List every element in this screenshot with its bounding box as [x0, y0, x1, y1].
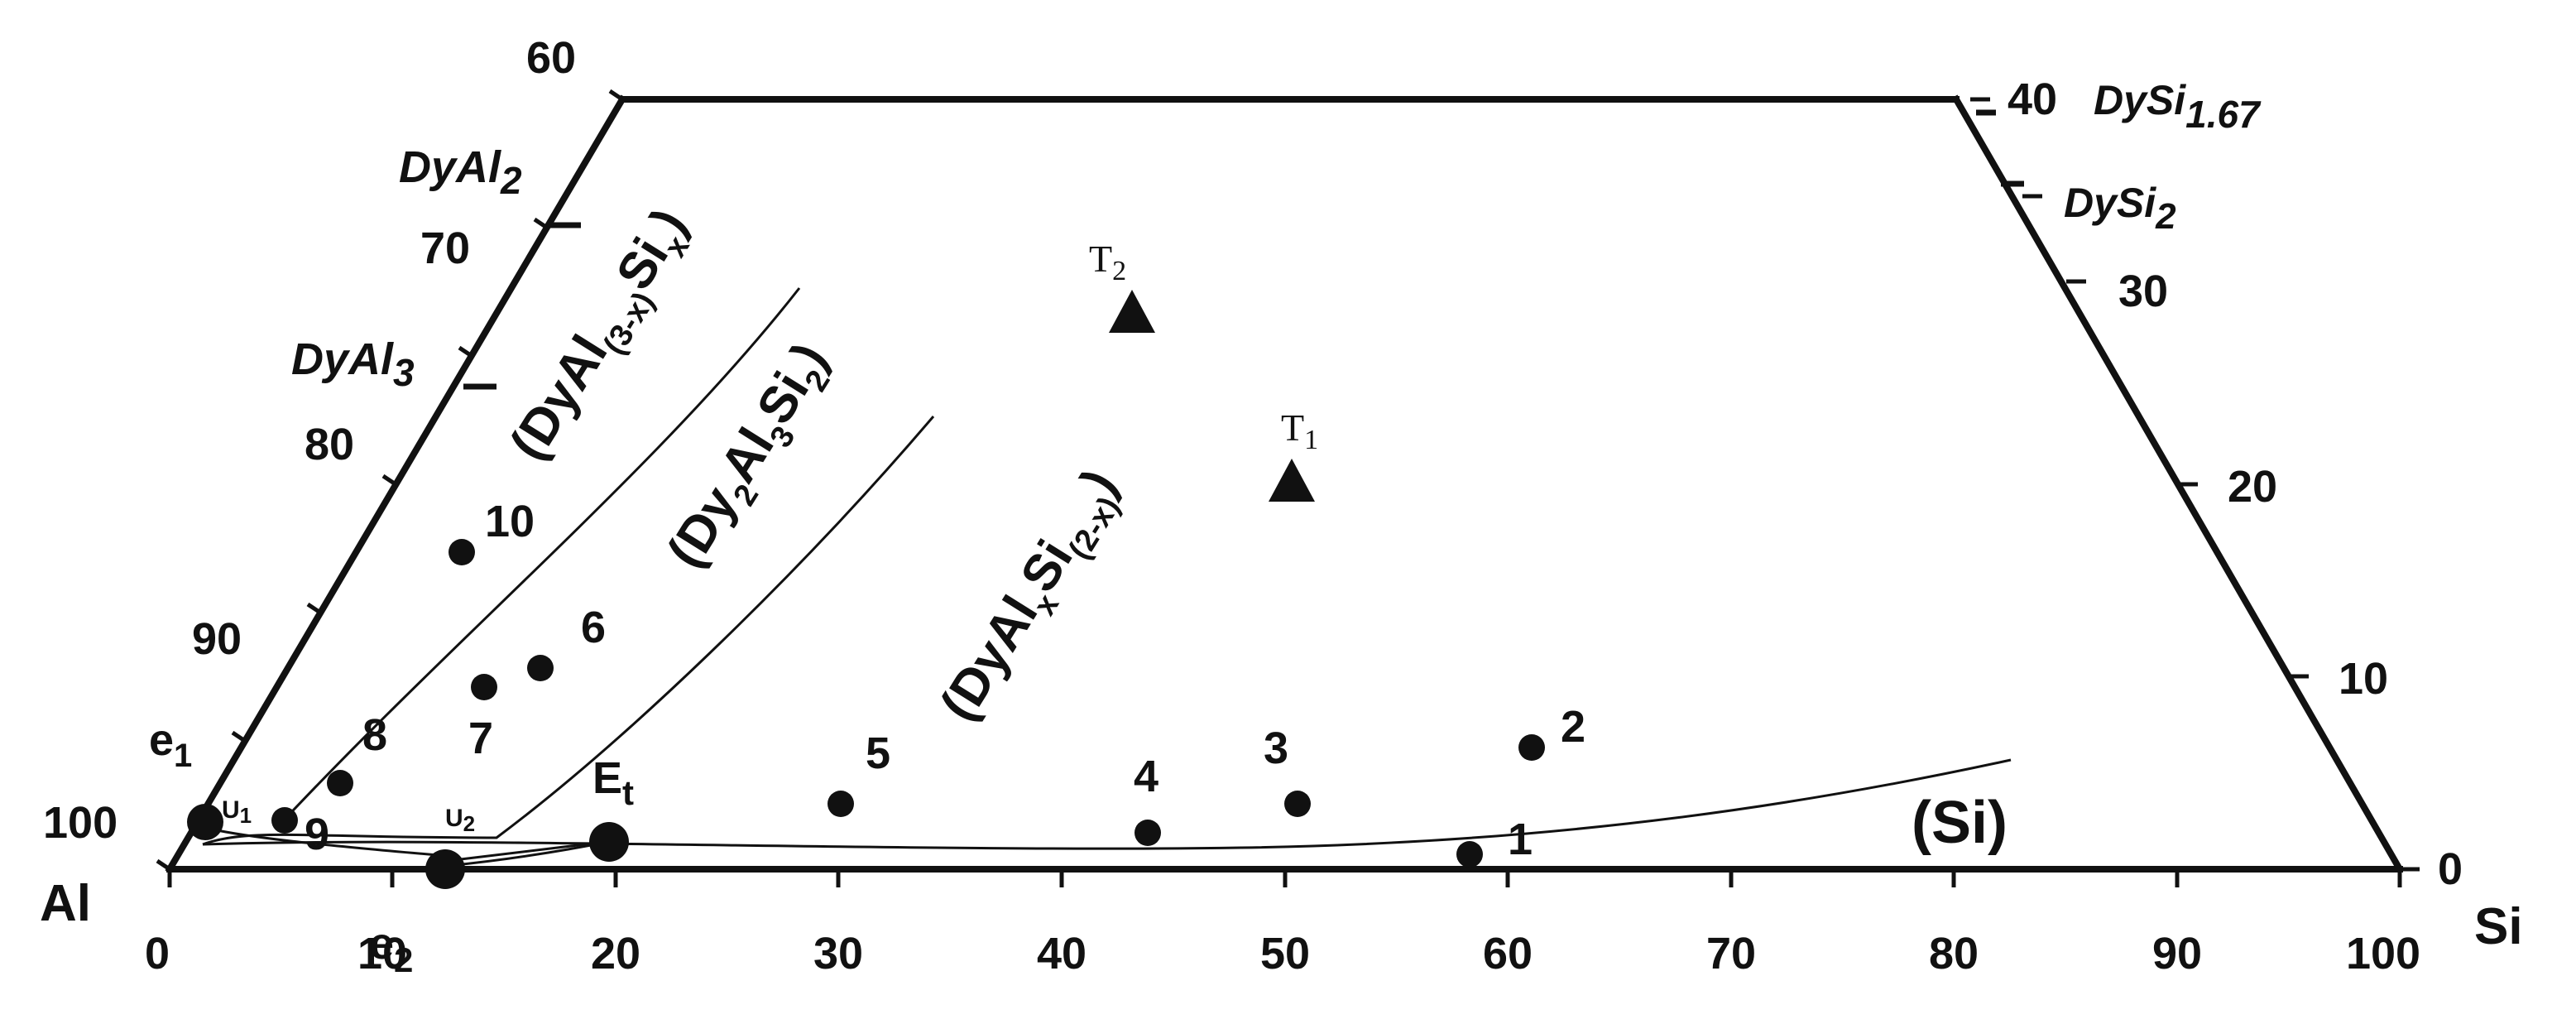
- left-tick-60: 60: [526, 33, 576, 83]
- alloy-point-6: [527, 655, 554, 681]
- alloy-points: [271, 539, 1545, 868]
- alloy-point-1: [1456, 841, 1483, 868]
- left-tick-90: 90: [192, 614, 242, 664]
- u2-label: U2: [445, 805, 475, 836]
- left-tick-70: 70: [420, 224, 470, 273]
- dyal2-label: DyAl2: [399, 142, 522, 202]
- alloy-point-4: [1134, 820, 1161, 846]
- alloy-point-3: [1284, 791, 1311, 817]
- t2-triangle: [1109, 290, 1155, 333]
- alloy-point-8: [327, 770, 353, 796]
- right-tick-30: 30: [2118, 267, 2168, 316]
- left-axis-ticks: [156, 89, 624, 872]
- alloy-point-10: [449, 539, 475, 565]
- alloy-label-8: 8: [362, 710, 387, 760]
- eutectic-tie-line-left: [204, 826, 448, 858]
- e2-point: [425, 849, 465, 889]
- bottom-tick-80: 80: [1929, 929, 1979, 978]
- et-point: [589, 822, 629, 862]
- bottom-tick-40: 40: [1037, 929, 1087, 978]
- dy2al3si2-boundary-line: [202, 416, 935, 846]
- bottom-axis-labels: 0 10 20 30 40 50 60 70 80 90 100: [145, 929, 2420, 978]
- ternary-phase-markers: [1109, 290, 1315, 502]
- t1-triangle: [1269, 459, 1315, 502]
- right-axis-labels: 40 30 20 10 0: [2008, 75, 2463, 894]
- alloy-label-2: 2: [1561, 702, 1585, 752]
- si-corner-label: Si: [2474, 898, 2523, 955]
- alloy-labels: 1 2 3 4 5 6 7 8 9 10: [305, 497, 1585, 864]
- alloy-point-9: [271, 807, 298, 834]
- bottom-tick-60: 60: [1483, 929, 1533, 978]
- right-axis-ticks: [1970, 97, 2420, 872]
- si-liquidus-curve: [202, 758, 2012, 850]
- dyalxsi-phase-label: (DyAlxSi(2-x)): [929, 459, 1135, 735]
- alloy-point-5: [827, 791, 854, 817]
- alloy-point-2: [1518, 734, 1545, 761]
- alloy-label-10: 10: [485, 497, 535, 546]
- invariant-point-markers: [187, 804, 629, 889]
- phase-boundaries: [202, 287, 2012, 868]
- bottom-tick-0: 0: [145, 929, 170, 978]
- dyal3x-six-phase-label: (DyAl(3-x)Six): [499, 199, 705, 474]
- alloy-point-7: [471, 674, 497, 700]
- left-tick-100: 100: [43, 798, 118, 848]
- alloy-label-1: 1: [1508, 815, 1533, 864]
- si-phase-label: (Si): [1912, 790, 2008, 856]
- right-tick-20: 20: [2228, 462, 2277, 512]
- bottom-tick-10: 10: [357, 929, 407, 978]
- e1-point: [187, 804, 223, 840]
- al-corner-label: Al: [40, 875, 91, 932]
- alloy-label-6: 6: [581, 603, 606, 652]
- dysi2-label: DySi2: [2064, 180, 2176, 237]
- alloy-label-4: 4: [1134, 752, 1158, 801]
- alloy-label-7: 7: [468, 714, 493, 763]
- t1-label: T1: [1281, 406, 1318, 455]
- alloy-label-3: 3: [1264, 724, 1288, 773]
- right-tick-40: 40: [2008, 75, 2057, 124]
- et-label: Et: [592, 753, 634, 812]
- bottom-axis-ticks: [167, 869, 2402, 887]
- compound-markers: [463, 109, 2024, 390]
- dysi167-label: DySi1.67: [2094, 77, 2262, 136]
- e1-label: e1: [149, 715, 192, 774]
- dyal3-label: DyAl3: [291, 334, 415, 394]
- right-tick-10: 10: [2339, 654, 2388, 704]
- u1-label: U1: [222, 796, 252, 828]
- right-tick-0: 0: [2438, 844, 2463, 894]
- e2-label: e2: [369, 919, 413, 979]
- left-axis-labels: 60 70 80 90 100: [43, 33, 576, 848]
- bottom-tick-50: 50: [1260, 929, 1310, 978]
- bottom-tick-90: 90: [2152, 929, 2202, 978]
- dyal3x-boundary-line: [280, 287, 801, 824]
- left-tick-80: 80: [305, 420, 354, 469]
- bottom-tick-30: 30: [813, 929, 863, 978]
- t2-label: T2: [1089, 238, 1126, 286]
- e2-et-line: [446, 839, 613, 863]
- bottom-tick-20: 20: [591, 929, 640, 978]
- alloy-label-5: 5: [866, 728, 890, 778]
- bottom-tick-100: 100: [2346, 929, 2420, 978]
- left-axis-line: [165, 94, 627, 874]
- alloy-label-9: 9: [305, 810, 329, 859]
- bottom-tick-70: 70: [1706, 929, 1756, 978]
